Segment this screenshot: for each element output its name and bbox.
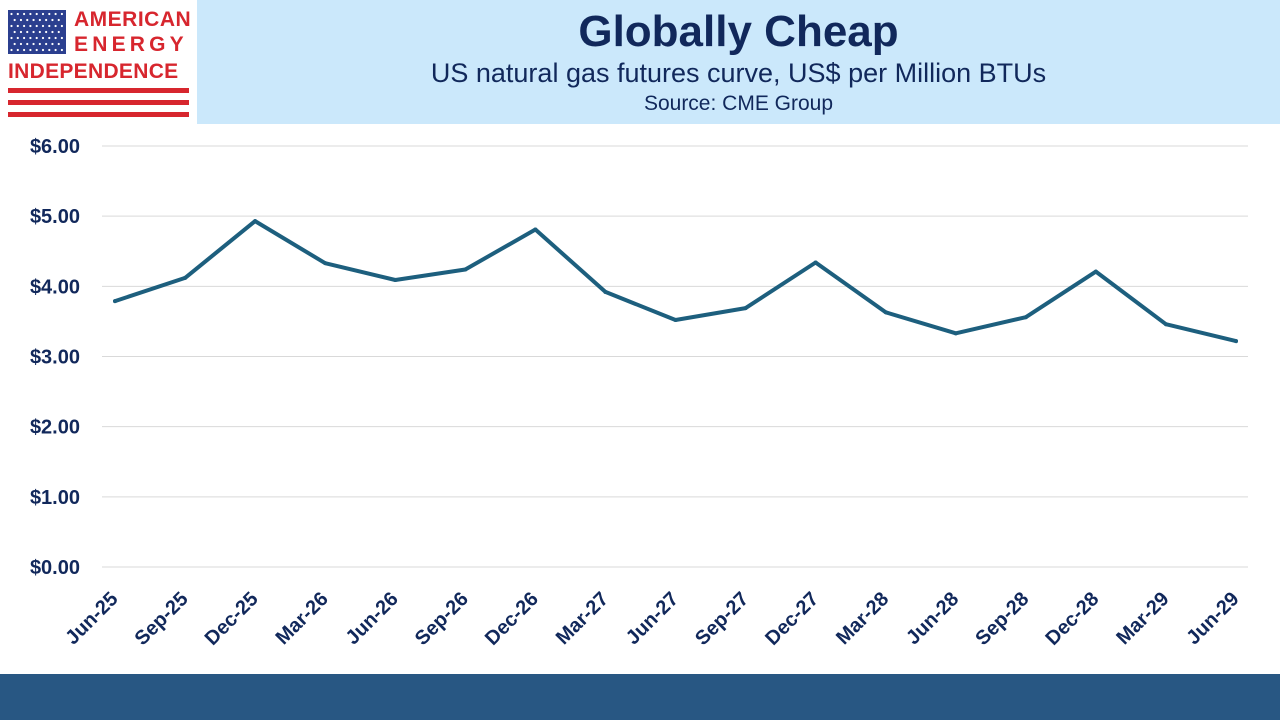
data-point <box>1023 315 1028 320</box>
x-tick-label: Sep-28 <box>971 588 1033 650</box>
chart-source: Source: CME Group <box>643 92 834 115</box>
x-tick-label: Sep-25 <box>131 588 193 650</box>
data-point <box>323 261 328 266</box>
x-tick-label: Jun-27 <box>622 588 683 649</box>
y-tick-label: $5.00 <box>30 206 80 228</box>
data-point <box>603 289 608 294</box>
data-point <box>1163 322 1168 327</box>
logo-stripe <box>8 100 189 105</box>
x-tick-label: Dec-25 <box>201 588 263 650</box>
logo-line-2: ENERGY <box>74 33 188 56</box>
logo-stripe <box>8 112 189 117</box>
y-tick-label: $2.00 <box>30 417 80 439</box>
y-tick-label: $3.00 <box>30 347 80 369</box>
x-tick-label: Sep-26 <box>411 588 473 650</box>
x-tick-label: Jun-25 <box>61 588 122 649</box>
x-tick-label: Mar-28 <box>832 588 893 649</box>
footer-bar <box>0 674 1280 720</box>
data-point <box>813 260 818 265</box>
data-point <box>673 318 678 323</box>
logo: AMERICAN ENERGY INDEPENDENCE <box>0 0 196 124</box>
data-point <box>883 310 888 315</box>
x-tick-label: Sep-27 <box>691 588 753 650</box>
logo-stripe <box>8 88 189 93</box>
data-point <box>393 278 398 283</box>
series-line <box>113 219 1238 344</box>
x-tick-label: Mar-26 <box>272 588 333 649</box>
y-tick-label: $0.00 <box>30 557 80 579</box>
x-tick-label: Jun-26 <box>342 588 403 649</box>
x-tick-label: Dec-28 <box>1041 588 1103 650</box>
logo-line-3: INDEPENDENCE <box>8 60 179 83</box>
x-tick-label: Dec-26 <box>481 588 543 650</box>
data-point <box>743 306 748 311</box>
data-point <box>253 219 258 224</box>
chart-title: Globally Cheap <box>578 7 899 56</box>
y-tick-label: $6.00 <box>30 136 80 158</box>
data-point <box>183 275 188 280</box>
chart-subtitle: US natural gas futures curve, US$ per Mi… <box>430 58 1047 88</box>
data-point <box>113 299 117 304</box>
x-tick-label: Jun-29 <box>1182 588 1243 649</box>
x-tick-label: Mar-29 <box>1112 588 1173 649</box>
y-tick-label: $4.00 <box>30 276 80 298</box>
line-chart: $0.00 $1.00 $2.00 $3.00 $4.00 $5.00 $6.00 Jun-2… <box>30 136 1248 650</box>
data-point <box>953 331 958 336</box>
logo-line-1: AMERICAN <box>74 8 192 31</box>
x-tick-label: Jun-28 <box>902 588 963 649</box>
title-banner: Globally Cheap US natural gas futures cu… <box>197 0 1280 124</box>
us-flag-icon <box>8 10 66 54</box>
data-point <box>1093 269 1098 274</box>
data-point <box>463 267 468 272</box>
data-point <box>533 227 538 232</box>
x-tick-label: Mar-27 <box>552 588 613 649</box>
data-point <box>1234 339 1238 344</box>
y-tick-label: $1.00 <box>30 487 80 509</box>
x-tick-label: Dec-27 <box>761 588 823 650</box>
